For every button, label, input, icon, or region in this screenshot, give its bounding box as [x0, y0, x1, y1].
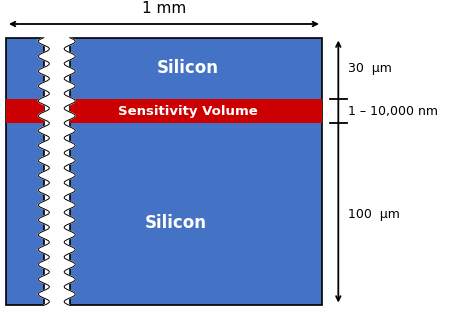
- Polygon shape: [38, 38, 75, 305]
- Text: 100  μm: 100 μm: [348, 208, 400, 221]
- Text: Silicon: Silicon: [157, 60, 219, 78]
- Text: 1 mm: 1 mm: [142, 1, 186, 16]
- Bar: [6, 99, 44, 123]
- Text: 30  μm: 30 μm: [348, 62, 392, 75]
- Text: Silicon: Silicon: [145, 214, 207, 232]
- Bar: [6, 38, 44, 305]
- Bar: [70, 99, 322, 123]
- Bar: [70, 38, 322, 305]
- Text: 1 – 10,000 nm: 1 – 10,000 nm: [348, 105, 438, 118]
- Text: Sensitivity Volume: Sensitivity Volume: [118, 105, 258, 118]
